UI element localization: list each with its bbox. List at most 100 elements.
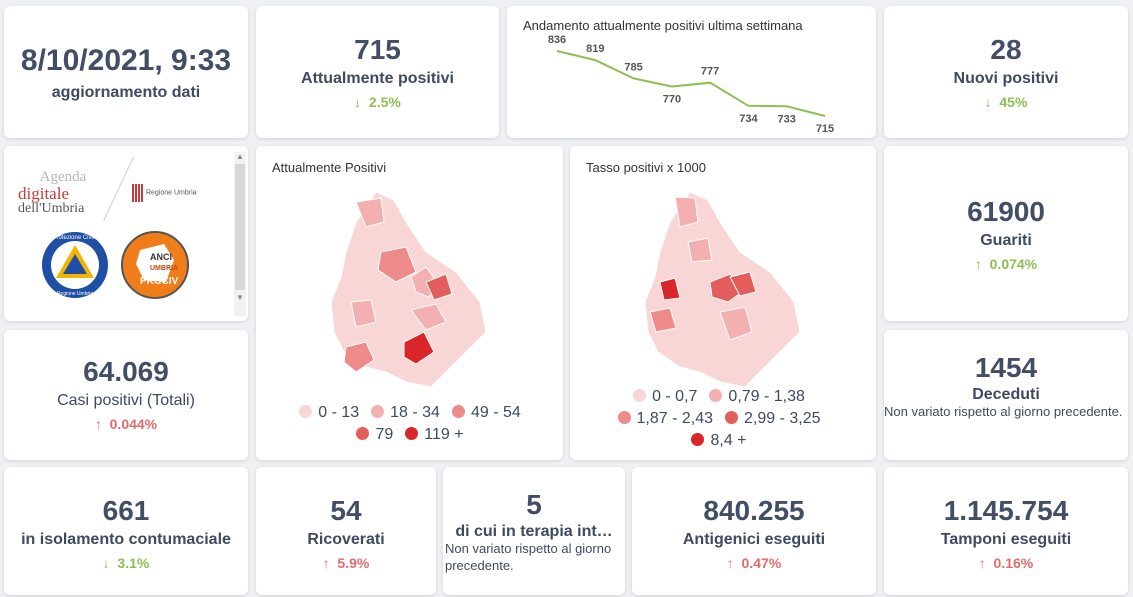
guariti-change: ↑ 0.074% — [884, 256, 1128, 272]
trend-line — [556, 50, 826, 117]
legend-item: 1,87 - 2,43 — [617, 408, 714, 430]
tamponi-card[interactable]: 1.145.754 Tamponi eseguiti ↑ 0.16% — [884, 467, 1128, 595]
antigenici-change: ↑ 0.47% — [632, 555, 876, 571]
umbria-map-positivi[interactable] — [256, 182, 563, 422]
legend-label: 49 - 54 — [470, 404, 521, 421]
isolamento-label: in isolamento contumaciale — [21, 531, 231, 548]
legend-label: 119 + — [424, 426, 464, 443]
agenda-logo-line3: dell'Umbria — [18, 201, 85, 216]
antigenici-card[interactable]: 840.255 Antigenici eseguiti ↑ 0.47% — [632, 467, 876, 595]
casi-card[interactable]: 64.069 Casi positivi (Totali) ↑ 0.044% — [4, 330, 248, 460]
legend-swatch — [405, 427, 419, 440]
nuovi-label: Nuovi positivi — [953, 70, 1059, 87]
positivi-change-value: 2.5% — [368, 94, 401, 110]
legend-swatch — [299, 405, 313, 418]
arrow-down-icon: ↓ — [354, 94, 362, 110]
anci-text: ANCI — [150, 252, 172, 262]
umbria-map-tasso[interactable] — [570, 182, 876, 422]
protezione-civile-logo: Protezione Civile Regione Umbria — [42, 232, 108, 298]
arrow-up-icon: ↑ — [94, 416, 102, 432]
legend-swatch — [356, 427, 370, 440]
arrow-up-icon: ↑ — [974, 256, 982, 272]
isolamento-change: ↓ 3.1% — [4, 555, 248, 571]
map-positivi-title: Attualmente Positivi — [272, 160, 387, 175]
positivi-card[interactable]: 715 Attualmente positivi ↓ 2.5% — [256, 6, 499, 138]
trend-chart[interactable]: 836 819 785 770 777 734 733 715 — [507, 6, 876, 138]
guariti-card[interactable]: 61900 Guariti ↑ 0.074% — [884, 146, 1128, 321]
legend-swatch — [617, 411, 631, 424]
casi-value: 64.069 — [83, 356, 169, 387]
ricoverati-value: 54 — [330, 495, 362, 526]
anci-prociv-logo: ANCI UMBRIA PROCIV — [121, 231, 189, 299]
guariti-label: Guariti — [980, 232, 1032, 249]
anci-umbria-text: UMBRIA — [150, 265, 178, 272]
legend-swatch — [725, 411, 738, 424]
trend-data-label: 715 — [816, 123, 834, 135]
isolamento-card[interactable]: 661 in isolamento contumaciale ↓ 3.1% — [4, 467, 248, 595]
legend-item: 0,79 - 1,38 — [709, 386, 805, 408]
guariti-value: 61900 — [967, 196, 1045, 227]
casi-change: ↑ 0.044% — [4, 416, 248, 432]
trend-data-label: 733 — [778, 113, 796, 125]
logos-scrollbar[interactable]: ▲ ▼ — [234, 152, 246, 316]
antigenici-change-value: 0.47% — [741, 555, 782, 571]
tamponi-value: 1.145.754 — [943, 495, 1069, 526]
deceduti-value: 1454 — [974, 352, 1038, 383]
trend-data-label: 785 — [624, 61, 642, 73]
terapia-card[interactable]: 5 di cui in terapia int… Non variato ris… — [443, 467, 625, 595]
legend-item: 0 - 13 — [299, 402, 359, 424]
arrow-up-icon: ↑ — [726, 555, 734, 571]
deceduti-card[interactable]: 1454 Deceduti Non variato rispetto al gi… — [884, 330, 1128, 460]
update-label: aggiornamento dati — [51, 84, 201, 101]
legend-item: 2,99 - 3,25 — [725, 408, 821, 430]
agenda-logo-line1: Agenda — [39, 169, 87, 185]
legend-item: 49 - 54 — [451, 402, 521, 424]
arrow-down-icon: ↓ — [102, 555, 110, 571]
legend-item: 18 - 34 — [371, 402, 440, 424]
legend-label: 1,87 - 2,43 — [636, 410, 714, 427]
nuovi-value: 28 — [990, 34, 1022, 65]
nuovi-change-value: 45% — [999, 94, 1028, 110]
legend-label: 8,4 + — [710, 432, 747, 449]
antigenici-label: Antigenici eseguiti — [682, 531, 826, 548]
map-positivi-card[interactable]: Attualmente Positivi 0 - 13 18 - 34 49 - 5… — [256, 146, 563, 460]
legend-label: 18 - 34 — [390, 404, 440, 421]
trend-data-label: 770 — [663, 94, 681, 106]
agenda-logo-line2: digitale — [18, 184, 69, 203]
tamponi-label: Tamponi eseguiti — [940, 531, 1072, 548]
scroll-up-icon[interactable]: ▲ — [236, 152, 244, 161]
ricoverati-change-value: 5.9% — [337, 555, 370, 571]
legend-item: 79 — [356, 424, 393, 446]
legend-label: 2,99 - 3,25 — [744, 410, 821, 427]
pc-top-text: Protezione Civile — [52, 235, 98, 241]
trend-data-label: 836 — [548, 34, 566, 46]
trend-card[interactable]: Andamento attualmente positivi ultima se… — [507, 6, 876, 138]
arrow-up-icon: ↑ — [978, 555, 986, 571]
scroll-down-icon[interactable]: ▼ — [236, 293, 244, 302]
trend-data-label: 734 — [739, 113, 758, 125]
arrow-up-icon: ↑ — [322, 555, 330, 571]
update-datetime: 8/10/2021, 9:33 — [20, 44, 232, 77]
nuovi-change: ↓ 45% — [884, 94, 1128, 110]
positivi-label: Attualmente positivi — [301, 70, 454, 87]
tamponi-change: ↑ 0.16% — [884, 555, 1128, 571]
legend-item: 0 - 0,7 — [633, 386, 697, 408]
tamponi-change-value: 0.16% — [993, 555, 1034, 571]
agenda-digitale-logo: Agenda digitale dell'Umbria — [18, 170, 108, 216]
legend-label: 0 - 0,7 — [652, 388, 698, 405]
guariti-change-value: 0.074% — [989, 256, 1038, 272]
nuovi-card[interactable]: 28 Nuovi positivi ↓ 45% — [884, 6, 1128, 138]
scroll-thumb[interactable] — [235, 164, 245, 290]
ricoverati-card[interactable]: 54 Ricoverati ↑ 5.9% — [256, 467, 436, 595]
legend-swatch — [709, 389, 723, 402]
legend-label: 0,79 - 1,38 — [728, 388, 805, 405]
trend-title: Andamento attualmente positivi ultima se… — [523, 18, 803, 33]
anci-prociv-text: PROCIV — [140, 276, 179, 287]
map-tasso-card[interactable]: Tasso positivi x 1000 0 - 0,7 0,79 - 1,38… — [570, 146, 876, 460]
deceduti-label: Deceduti — [972, 386, 1040, 403]
ricoverati-label: Ricoverati — [307, 531, 385, 548]
isolamento-value: 661 — [102, 495, 150, 526]
deceduti-note: Non variato rispetto al giorno precedent… — [884, 404, 1123, 419]
legend-label: 79 — [375, 426, 394, 443]
regione-umbria-logo: Regione Umbria — [132, 184, 197, 202]
